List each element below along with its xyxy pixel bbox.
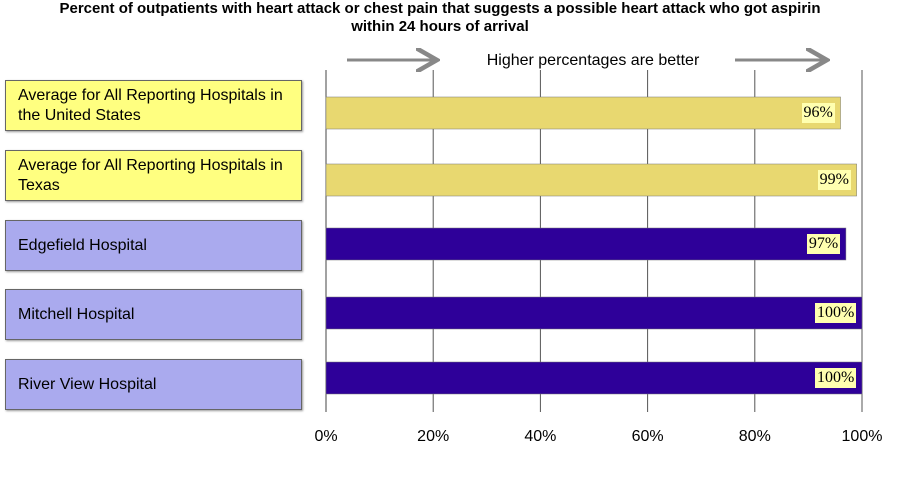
x-tick-label: 100%: [842, 428, 883, 445]
value-label: 96%: [801, 103, 835, 123]
bar: [325, 361, 863, 395]
category-label: River View Hospital: [5, 359, 302, 410]
category-label: Average for All Reporting Hospitals in t…: [5, 80, 302, 131]
chart-title: Percent of outpatients with heart attack…: [59, 0, 821, 35]
bar: [325, 296, 863, 330]
value-label: 100%: [815, 303, 857, 323]
bar: [325, 227, 847, 261]
x-tick-label: 40%: [524, 428, 556, 445]
bar: [325, 96, 841, 130]
category-label: Edgefield Hospital: [5, 220, 302, 271]
value-label: 99%: [817, 170, 851, 190]
x-tick-label: 60%: [632, 428, 664, 445]
x-tick-label: 20%: [417, 428, 449, 445]
x-tick-label: 0%: [314, 428, 337, 445]
value-label: 100%: [815, 368, 857, 388]
category-label: Mitchell Hospital: [5, 289, 302, 340]
bar: [325, 163, 857, 197]
category-label: Average for All Reporting Hospitals in T…: [5, 150, 302, 201]
x-tick-label: 80%: [739, 428, 771, 445]
value-label: 97%: [806, 234, 841, 254]
annotation: Higher percentages are better: [487, 52, 700, 69]
